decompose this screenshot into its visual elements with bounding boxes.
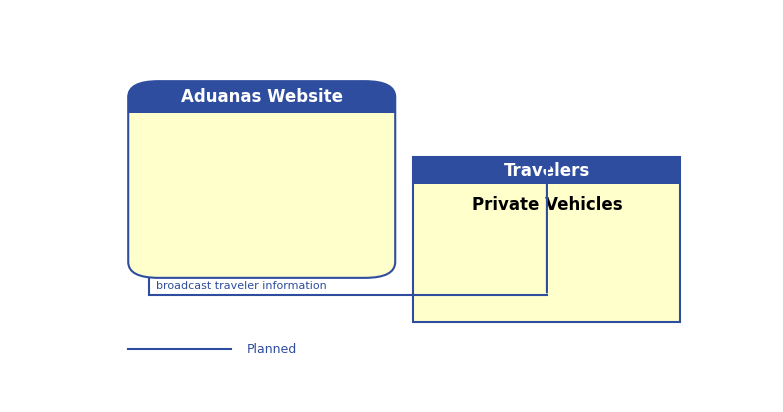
- Bar: [413, 157, 680, 322]
- Text: Private Vehicles: Private Vehicles: [471, 196, 622, 214]
- Text: Aduanas Website: Aduanas Website: [181, 88, 343, 106]
- Text: Travelers: Travelers: [503, 162, 590, 180]
- Bar: [413, 157, 680, 184]
- FancyBboxPatch shape: [128, 81, 395, 113]
- FancyBboxPatch shape: [128, 81, 395, 278]
- Bar: [128, 97, 395, 113]
- Text: broadcast traveler information: broadcast traveler information: [156, 281, 327, 290]
- Text: Planned: Planned: [247, 343, 297, 356]
